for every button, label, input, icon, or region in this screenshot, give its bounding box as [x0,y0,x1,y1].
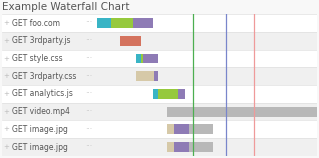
Text: GET image.jpg: GET image.jpg [11,125,67,134]
Text: +: + [3,73,9,79]
Bar [167,125,174,134]
Bar [2,138,317,156]
Bar [2,103,317,121]
Bar [136,54,141,63]
Bar [174,125,189,134]
Text: +: + [3,126,9,132]
Text: ···: ··· [85,36,92,45]
Bar [174,142,189,152]
Text: ···: ··· [85,19,92,28]
Text: GET video.mp4: GET video.mp4 [11,107,70,116]
Text: ···: ··· [85,54,92,63]
Text: GET foo.com: GET foo.com [11,19,60,28]
Bar [2,14,317,32]
Bar [153,89,158,99]
Text: ···: ··· [85,72,92,81]
Text: GET image.jpg: GET image.jpg [11,143,67,152]
Bar [2,50,317,67]
Bar [141,54,143,63]
Bar [167,142,174,152]
Text: +: + [3,38,9,44]
Text: +: + [3,144,9,150]
Bar [2,67,317,85]
Bar [120,36,141,46]
Bar [143,54,158,63]
Bar [189,142,213,152]
Bar [178,89,185,99]
Bar [189,125,213,134]
Text: GET analytics.js: GET analytics.js [11,89,72,98]
Text: +: + [3,55,9,61]
Bar [2,85,317,103]
Bar [2,121,317,138]
Text: ···: ··· [85,107,92,116]
Text: +: + [3,91,9,97]
Text: +: + [3,109,9,115]
Bar [167,107,317,116]
Text: GET 3rdparty.js: GET 3rdparty.js [11,36,70,45]
Bar [154,71,158,81]
Bar [158,89,178,99]
Text: GET style.css: GET style.css [11,54,62,63]
Bar [133,18,153,28]
Bar [97,18,111,28]
Bar [111,18,133,28]
Text: ···: ··· [85,143,92,152]
Text: +: + [3,20,9,26]
Text: Example Waterfall Chart: Example Waterfall Chart [2,2,130,12]
Text: ···: ··· [85,89,92,98]
Bar [136,71,154,81]
Text: GET 3rdparty.css: GET 3rdparty.css [11,72,76,81]
Bar [2,32,317,50]
Text: ···: ··· [85,125,92,134]
